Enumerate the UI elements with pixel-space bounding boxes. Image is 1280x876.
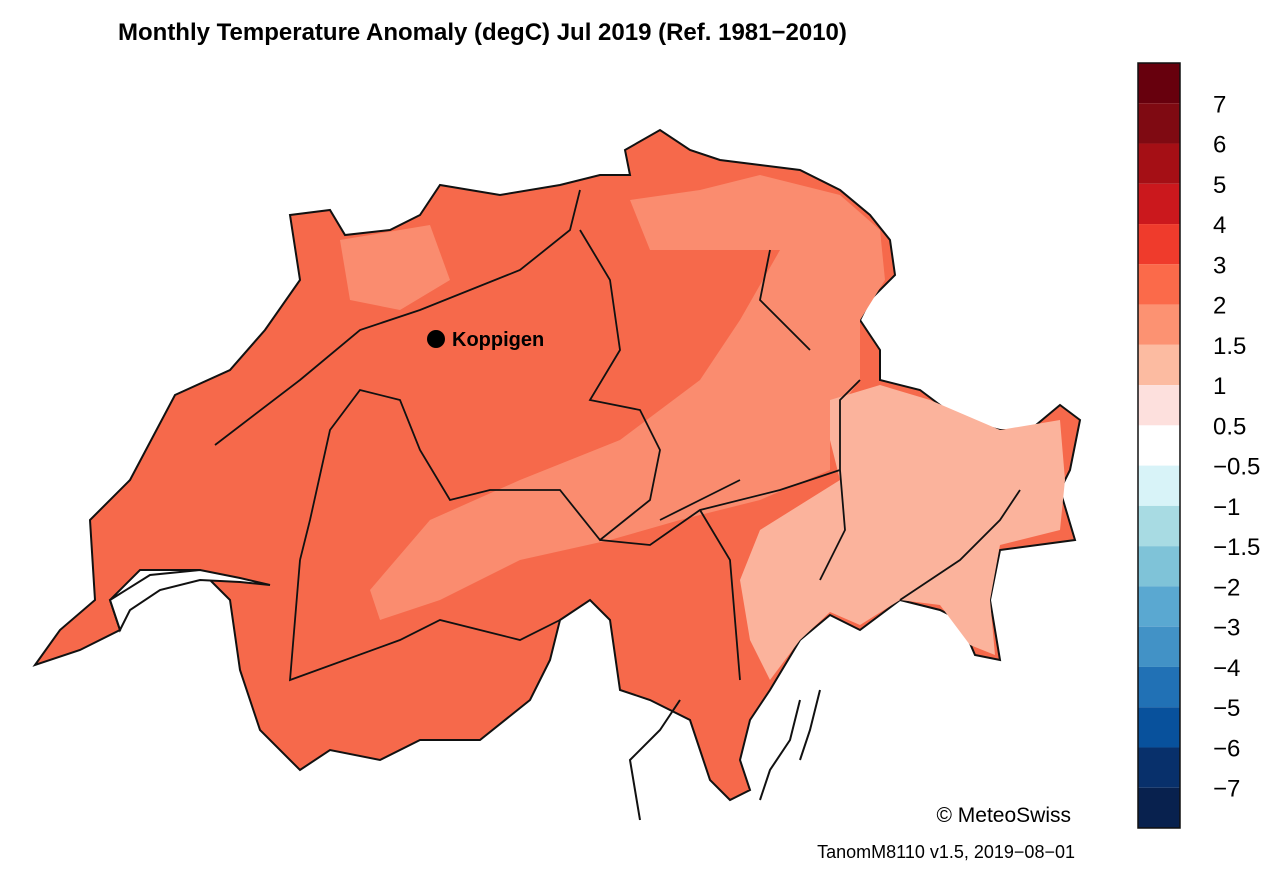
legend-band <box>1138 385 1180 426</box>
legend-label: 2 <box>1213 293 1226 320</box>
legend-label: −6 <box>1213 735 1240 762</box>
legend-band <box>1138 63 1180 104</box>
legend-label: 4 <box>1213 212 1226 239</box>
lake-south <box>628 689 821 821</box>
legend-frame <box>1137 62 1181 829</box>
legend-label: −3 <box>1213 615 1240 642</box>
station-marker <box>427 330 445 348</box>
legend-band <box>1138 787 1180 828</box>
legend-band <box>1138 666 1180 708</box>
legend-band <box>1138 465 1180 506</box>
legend-band <box>1138 183 1180 225</box>
legend-band <box>1138 304 1180 345</box>
copyright: © MeteoSwiss <box>936 804 1071 827</box>
legend-band <box>1138 505 1180 547</box>
legend-band <box>1138 143 1180 184</box>
legend-label: −7 <box>1213 776 1240 803</box>
region-lighter <box>370 175 885 620</box>
legend-label: −1.5 <box>1213 534 1260 561</box>
footer-text: TanomM8110 v1.5, 2019−08−01 <box>817 842 1075 862</box>
legend-label: 5 <box>1213 172 1226 199</box>
switzerland-map <box>32 128 1082 821</box>
legend-band <box>1138 344 1180 386</box>
legend-label: 1 <box>1213 373 1226 400</box>
legend-band <box>1138 546 1180 587</box>
legend-band <box>1138 586 1180 627</box>
color-legend: 7 6 5 4 3 2 1.5 1 0.5 −0.5 −1 −1.5 −2 −3 −4 −5 −6 −7 <box>1137 62 1260 829</box>
legend-band <box>1138 707 1180 748</box>
legend-band <box>1138 747 1180 788</box>
region-light <box>740 385 1065 680</box>
legend-label: −0.5 <box>1213 454 1260 481</box>
legend-band <box>1138 425 1180 466</box>
legend-label: 6 <box>1213 132 1226 159</box>
station-label: Koppigen <box>452 329 544 351</box>
legend-label: −4 <box>1213 655 1240 682</box>
legend-label: 1.5 <box>1213 333 1246 360</box>
legend-band <box>1138 224 1180 265</box>
legend-label: −2 <box>1213 574 1240 601</box>
legend-label: −1 <box>1213 494 1240 521</box>
canton-borders <box>214 189 1021 682</box>
legend-band <box>1138 626 1180 667</box>
legend-band <box>1138 264 1180 305</box>
legend-label: 3 <box>1213 252 1226 279</box>
legend-label: −5 <box>1213 695 1240 722</box>
legend-label: 0.5 <box>1213 413 1246 440</box>
legend-band <box>1138 103 1180 144</box>
lake-geneva <box>108 568 271 633</box>
legend-label: 7 <box>1213 91 1226 118</box>
map-title: Monthly Temperature Anomaly (degC) Jul 2… <box>118 19 847 46</box>
region-lighter-north <box>340 225 450 310</box>
